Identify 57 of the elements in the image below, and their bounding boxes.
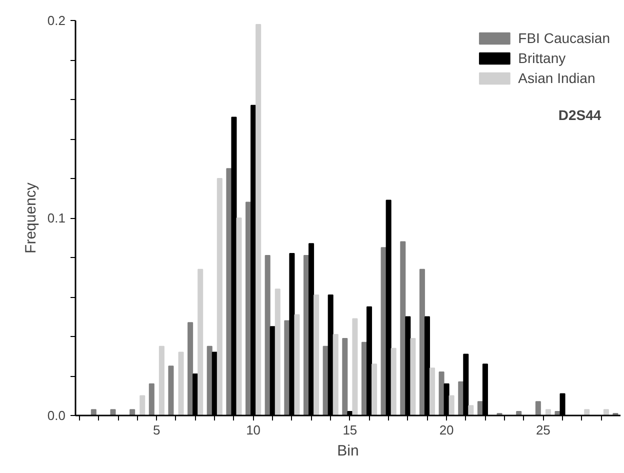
bar [361, 342, 367, 416]
bar [352, 318, 358, 416]
bar [448, 395, 454, 416]
x-tick-label: 15 [342, 422, 358, 438]
bar [206, 346, 212, 416]
bar [198, 268, 204, 416]
bar [246, 202, 252, 416]
bar [110, 409, 116, 416]
bar [90, 409, 96, 416]
bar [332, 334, 338, 416]
x-tick-label: 5 [153, 422, 160, 438]
bar [216, 178, 222, 416]
bar [438, 372, 444, 416]
bar [303, 255, 310, 416]
bar [226, 168, 232, 416]
bar [178, 352, 184, 416]
x-tick-label: 20 [439, 422, 454, 438]
legend-label: Brittany [518, 50, 566, 66]
bar [256, 24, 262, 416]
bar [284, 320, 290, 416]
bar [130, 409, 136, 416]
bar [236, 218, 242, 416]
bar [148, 383, 154, 416]
bar [372, 364, 378, 416]
y-axis-title: Frequency [22, 182, 40, 254]
bar [294, 314, 300, 416]
x-tick-label: 10 [246, 422, 261, 438]
legend-label: Asian Indian [518, 70, 596, 86]
bar [274, 288, 280, 416]
x-axis-title: Bin [337, 442, 359, 460]
legend-label: FBI Caucasian [518, 30, 610, 46]
bar [380, 247, 386, 416]
bar [545, 409, 551, 416]
y-tick-label: 0.0 [47, 408, 66, 423]
bar [584, 409, 590, 416]
bar [322, 346, 328, 416]
bar [516, 411, 522, 416]
bar [400, 241, 406, 416]
bar [140, 395, 146, 416]
bar [158, 346, 164, 416]
bar [603, 409, 609, 416]
bar [390, 348, 396, 416]
bar [168, 366, 174, 416]
y-tick-label: 0.1 [47, 210, 66, 226]
bar [554, 411, 560, 416]
bar [419, 268, 425, 416]
x-tick-label: 25 [536, 422, 550, 438]
bar [264, 255, 270, 416]
bar [342, 338, 348, 416]
bar [535, 401, 541, 416]
annotation: D2S44 [558, 107, 602, 124]
y-tick-label: 0.2 [47, 13, 66, 28]
bar [314, 294, 320, 416]
bar [430, 368, 436, 416]
bar [468, 405, 474, 416]
bar [188, 322, 194, 416]
bar [410, 338, 416, 416]
